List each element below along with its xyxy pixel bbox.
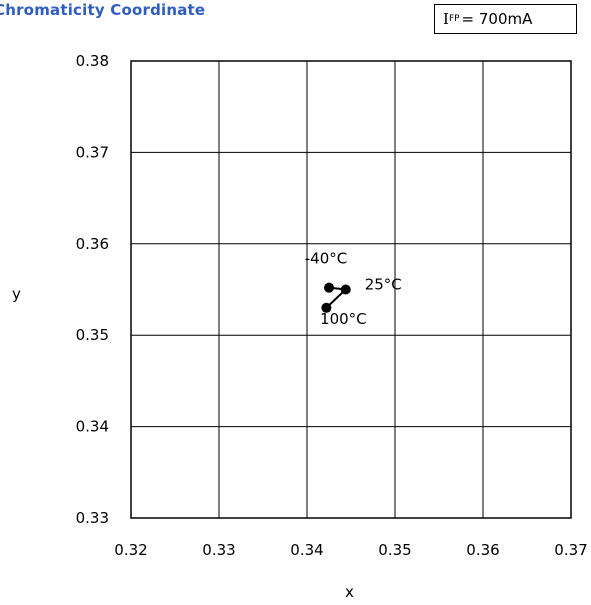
y-tick-label: 0.36 — [76, 235, 109, 253]
plot-frame — [130, 60, 572, 519]
data-series — [321, 282, 351, 313]
chart-title: Chromaticity Coordinate — [0, 1, 206, 19]
point-label: 25°C — [365, 276, 402, 294]
condition-symbol: I — [443, 10, 449, 28]
condition-value: = 700mA — [461, 10, 533, 28]
data-point — [324, 282, 334, 293]
point-labels: -40°C 25°C 100°C — [305, 250, 402, 328]
point-label: 100°C — [320, 310, 367, 328]
y-tick-label: 0.33 — [76, 509, 109, 527]
y-tick-label: 0.37 — [76, 143, 109, 161]
x-tick-label: 0.37 — [554, 541, 587, 559]
y-tick-label: 0.38 — [76, 52, 109, 70]
x-axis-label: x — [345, 583, 354, 601]
y-tick-label: 0.35 — [76, 326, 109, 344]
y-axis-label: y — [12, 285, 21, 303]
x-tick-label: 0.34 — [290, 541, 323, 559]
x-tick-label: 0.35 — [378, 541, 411, 559]
y-tick-label: 0.34 — [76, 418, 109, 436]
condition-box: I FP = 700mA — [434, 4, 577, 34]
data-point — [321, 302, 332, 313]
point-label: -40°C — [305, 250, 347, 268]
x-tick-label: 0.32 — [114, 541, 147, 559]
x-tick-label: 0.36 — [466, 541, 499, 559]
x-tick-label: 0.33 — [202, 541, 235, 559]
y-tick-labels: 0.33 0.34 0.35 0.36 0.37 0.38 — [76, 52, 109, 527]
x-tick-labels: 0.32 0.33 0.34 0.35 0.36 0.37 — [114, 541, 587, 559]
condition-subscript: FP — [448, 14, 460, 24]
data-point — [340, 284, 351, 295]
grid-lines — [131, 61, 571, 518]
